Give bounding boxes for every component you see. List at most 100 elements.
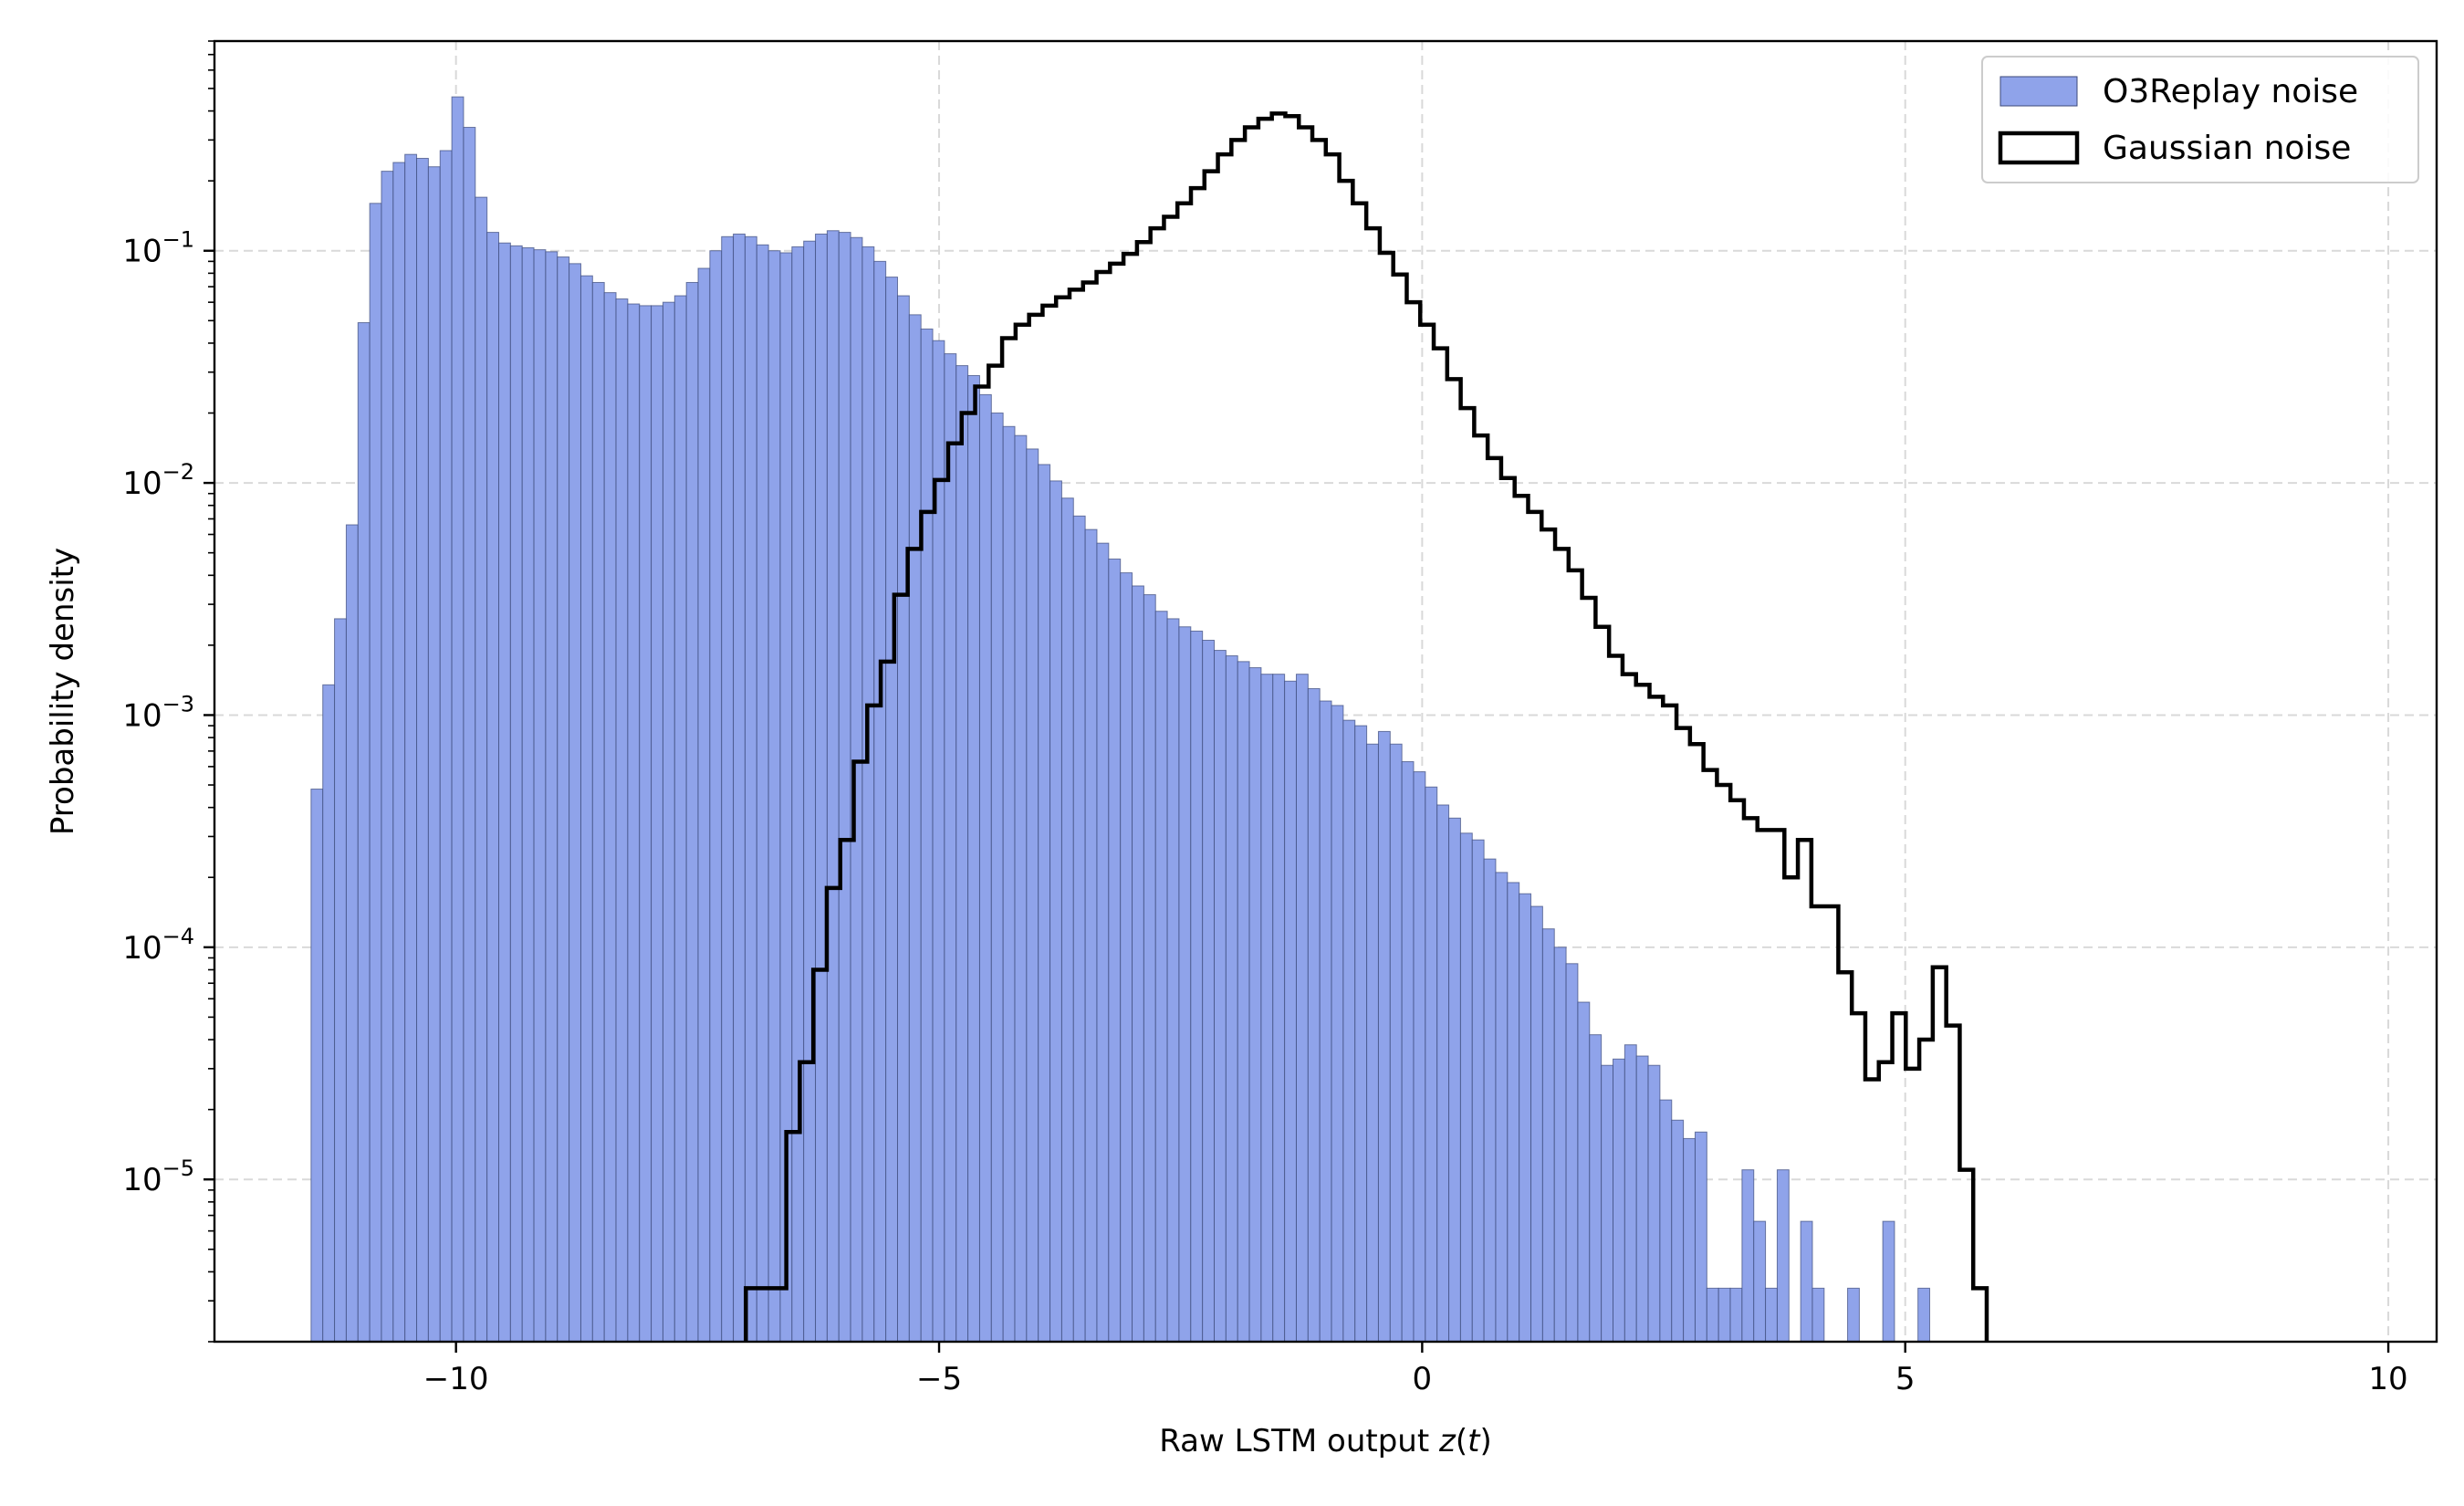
histogram-bar <box>1084 528 1098 1343</box>
histogram-bar <box>615 298 629 1343</box>
legend-label-gaussian: Gaussian noise <box>2103 130 2351 167</box>
histogram-bar <box>1601 1064 1614 1343</box>
histogram-bar <box>486 232 500 1343</box>
histogram-bar <box>627 303 641 1343</box>
x-axis-label-arg: t <box>1467 1423 1481 1459</box>
histogram-bar <box>1331 705 1344 1343</box>
histogram-bar <box>1143 594 1156 1343</box>
histogram-bar <box>744 235 757 1343</box>
histogram-bar <box>334 618 347 1343</box>
histogram-bar <box>1413 771 1426 1343</box>
legend-box <box>1981 56 2419 183</box>
histogram-bar <box>721 235 735 1343</box>
histogram-bar <box>1776 1169 1790 1343</box>
histogram-bar <box>545 251 559 1343</box>
x-tick-label: 0 <box>1413 1361 1433 1397</box>
x-tick-label: −5 <box>916 1361 962 1397</box>
histogram-bar <box>1260 674 1274 1343</box>
histogram-bar <box>1647 1064 1661 1343</box>
histogram-bar <box>498 242 511 1343</box>
histogram-bar <box>1366 743 1379 1343</box>
histogram-bar <box>978 393 992 1343</box>
histogram-bar <box>1154 611 1168 1343</box>
histogram-bar <box>685 281 699 1343</box>
histogram-bar <box>427 166 441 1343</box>
histogram-bar <box>603 292 617 1343</box>
y-tick-base: 10 <box>122 234 162 270</box>
histogram-bar <box>1072 515 1086 1343</box>
y-tick-base: 10 <box>122 1162 162 1198</box>
histogram-bar <box>896 295 910 1343</box>
histogram-bar <box>1565 963 1579 1343</box>
y-tick-exponent: −5 <box>162 1156 194 1181</box>
x-axis-ticks: −10 −5 0 5 10 <box>423 1342 2408 1397</box>
gaussian-step-path <box>744 111 1989 1342</box>
histogram-bar <box>1354 725 1368 1343</box>
histogram-bar <box>591 281 605 1343</box>
histogram-bar <box>697 267 711 1343</box>
histogram-bar <box>1671 1119 1685 1343</box>
histogram-bar <box>381 171 394 1343</box>
histogram-bar <box>1659 1099 1673 1343</box>
histogram-bar <box>1729 1287 1743 1343</box>
histogram-bar <box>1589 1034 1603 1343</box>
histogram-bar <box>1049 480 1062 1343</box>
histogram-bar <box>1613 1058 1625 1343</box>
histogram-bar <box>1377 730 1391 1343</box>
histogram-bar <box>967 374 980 1343</box>
histogram-bar <box>1753 1220 1767 1343</box>
legend: O3Replay noise Gaussian noise <box>1981 56 2419 183</box>
histogram-bar <box>709 250 723 1343</box>
histogram-bar <box>392 162 406 1343</box>
histogram-bar <box>1553 946 1567 1343</box>
histogram-bar <box>322 684 336 1343</box>
y-tick-base: 10 <box>122 930 162 967</box>
histogram-bar <box>1002 425 1016 1343</box>
y-tick-label: 10−2 <box>122 459 194 502</box>
histogram-bar <box>955 365 969 1343</box>
histogram-bar <box>1507 882 1520 1343</box>
histogram-bar <box>451 96 465 1343</box>
histogram-bar <box>815 233 828 1343</box>
y-tick-label: 10−1 <box>122 227 194 270</box>
histogram-bar <box>791 246 805 1343</box>
histogram-bar <box>1683 1137 1696 1343</box>
histogram-bar <box>569 263 581 1343</box>
histogram-bar <box>1530 905 1543 1343</box>
histogram-bar <box>1483 858 1497 1343</box>
histogram-bar <box>1284 680 1297 1343</box>
histogram-bar <box>1132 585 1144 1343</box>
y-tick-exponent: −3 <box>162 691 194 716</box>
x-tick-label: −10 <box>423 1361 489 1397</box>
histogram-bar <box>1471 839 1485 1343</box>
histogram-bar <box>873 260 887 1343</box>
histogram-bar <box>1248 667 1262 1343</box>
histogram-bar <box>1389 743 1403 1343</box>
y-tick-label: 10−5 <box>122 1156 194 1198</box>
histogram-bar <box>1847 1287 1860 1343</box>
histogram-bar <box>1060 497 1074 1343</box>
x-tick-label: 5 <box>1895 1361 1916 1397</box>
x-axis-label-var: z <box>1438 1423 1456 1459</box>
histogram-bar <box>1096 542 1110 1343</box>
histogram-bar <box>944 353 957 1343</box>
histogram-bar <box>920 329 934 1343</box>
histogram-bar <box>1166 618 1180 1343</box>
gaussian-step-line <box>744 111 1989 1342</box>
histogram-bar <box>1882 1220 1895 1343</box>
y-tick-label: 10−3 <box>122 691 194 734</box>
histogram-bar <box>1765 1287 1778 1343</box>
histogram-bar <box>1448 817 1461 1343</box>
histogram-bar <box>579 275 593 1343</box>
histogram-bar <box>838 232 851 1343</box>
histogram-bar <box>557 256 570 1343</box>
y-tick-exponent: −2 <box>162 459 194 485</box>
y-tick-label: 10−4 <box>122 924 194 967</box>
histogram-bar <box>1190 630 1204 1343</box>
histogram-bar <box>1577 1001 1591 1343</box>
histogram-bar <box>1178 626 1192 1343</box>
histogram-bar <box>767 250 781 1343</box>
histogram-bar <box>803 240 817 1343</box>
x-tick-label: 10 <box>2368 1361 2407 1397</box>
